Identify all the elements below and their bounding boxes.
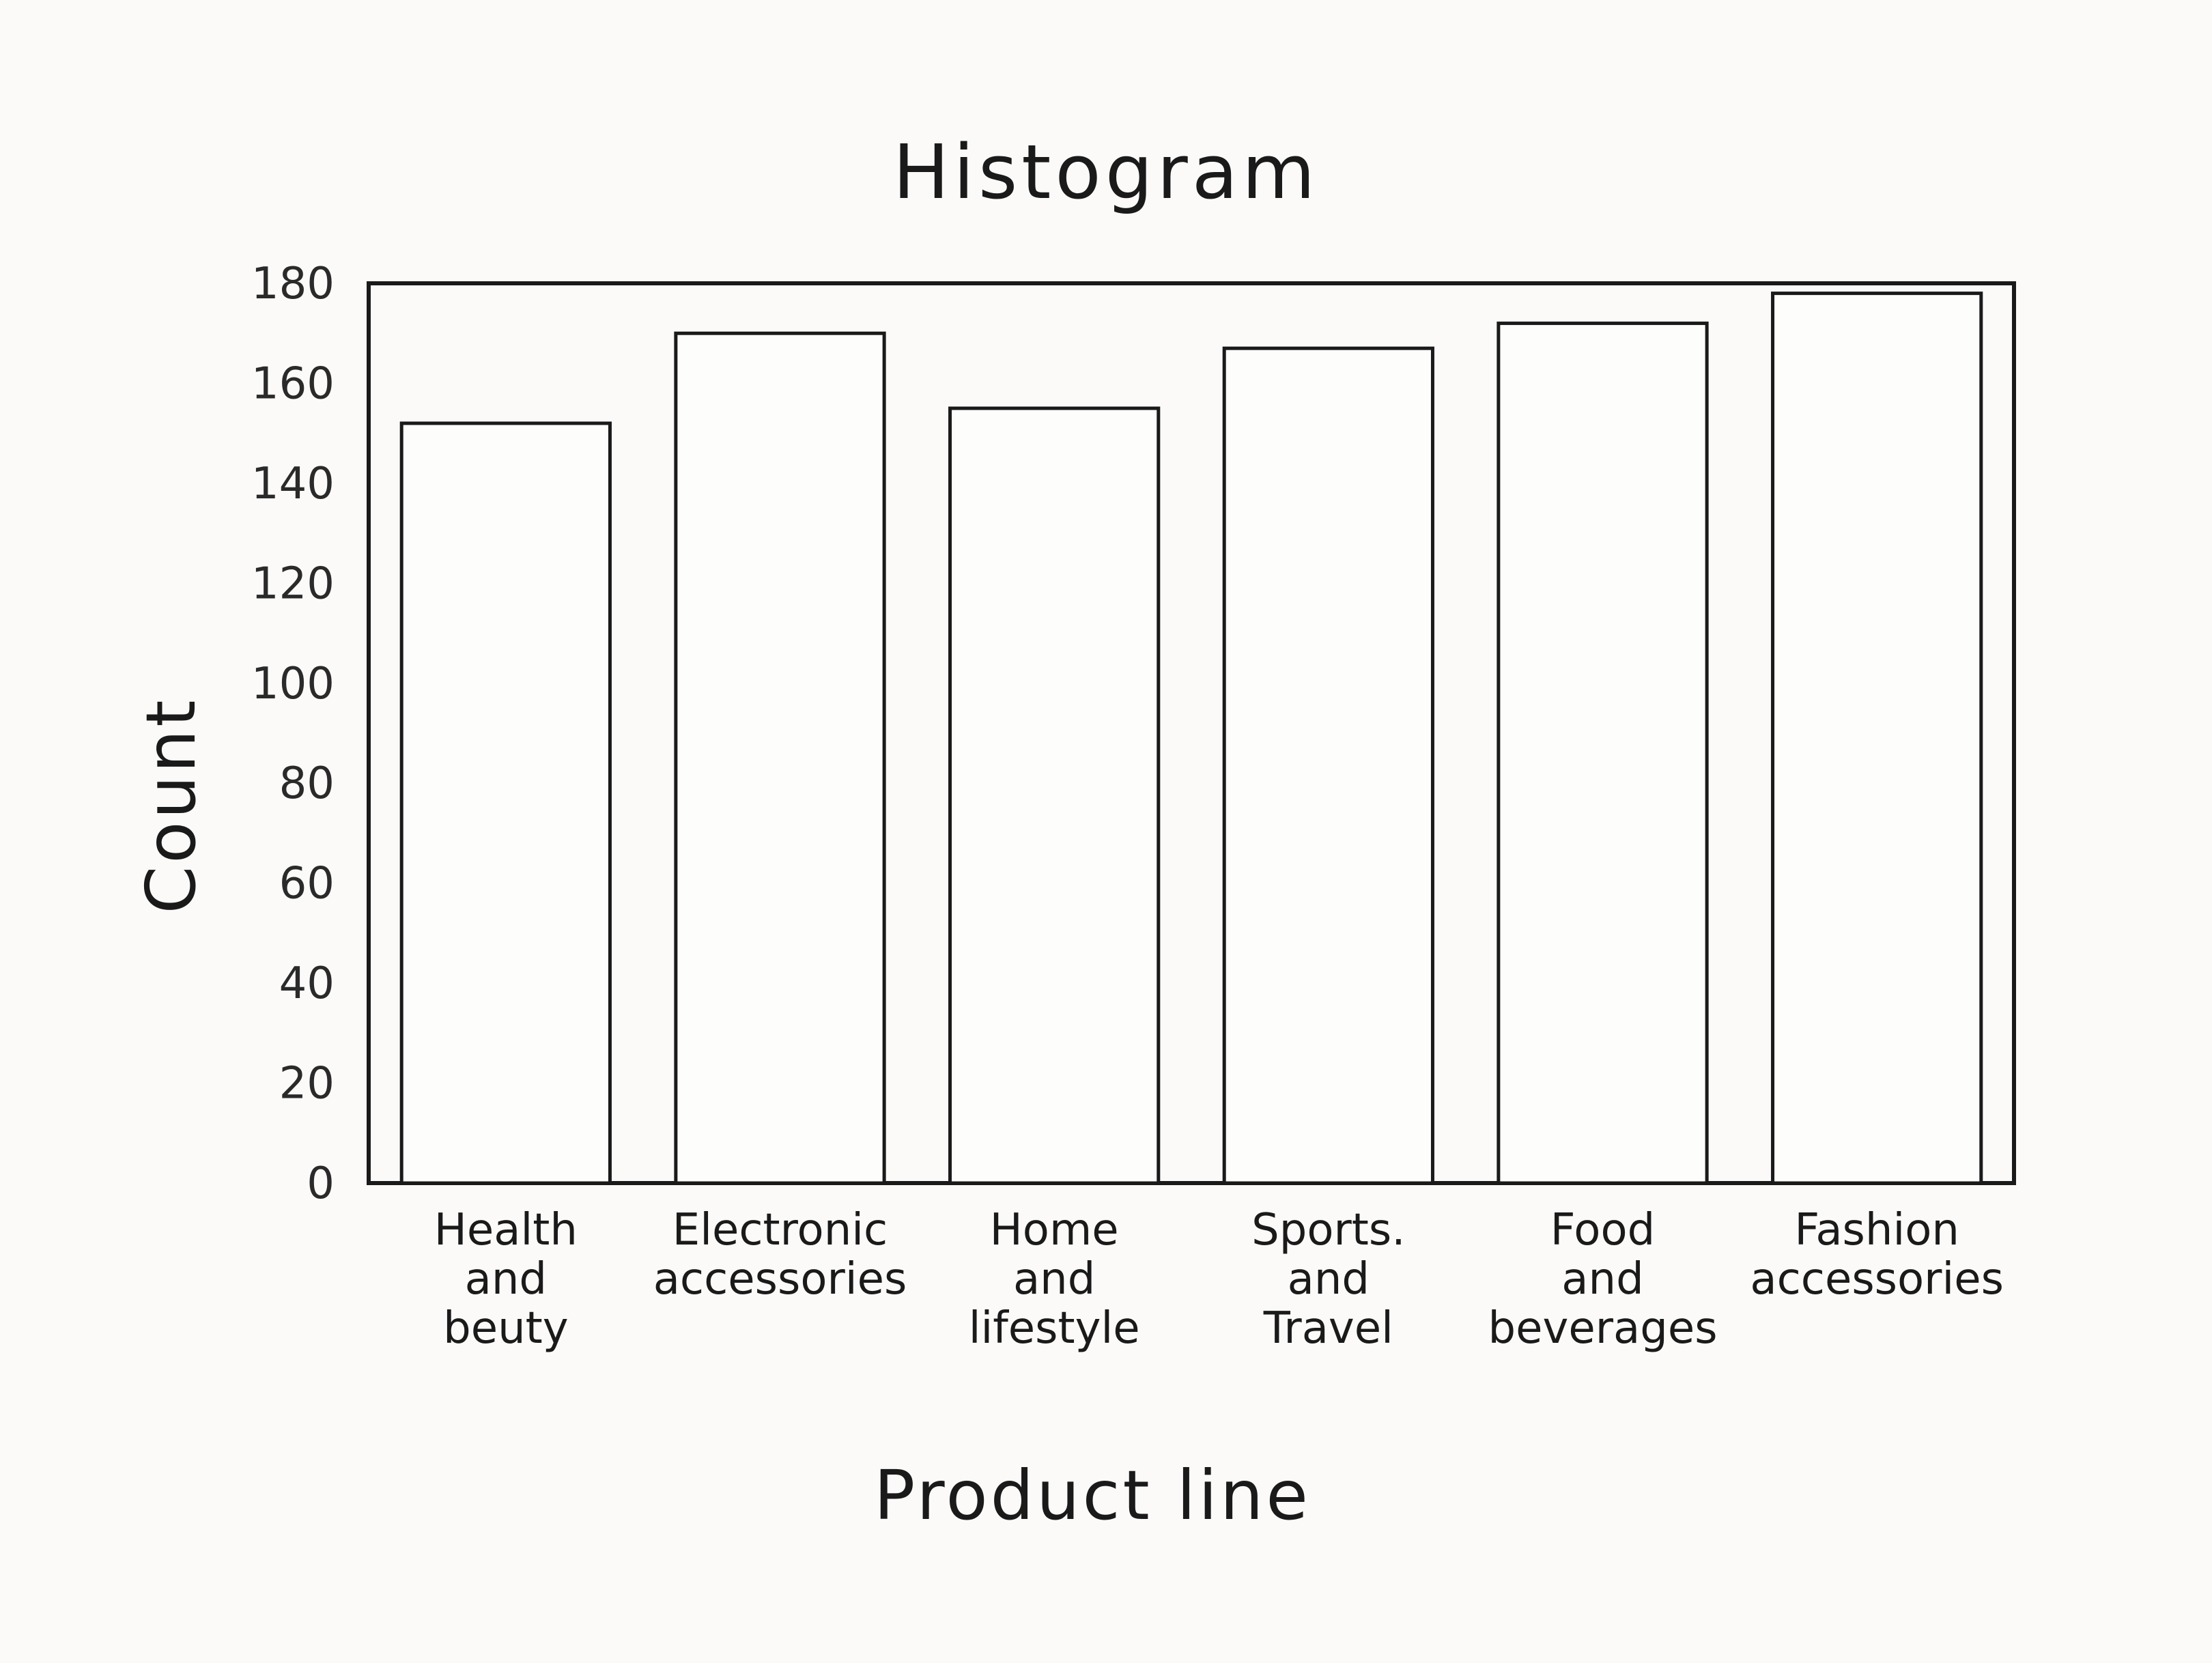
category-label: Health and beuty bbox=[434, 1205, 578, 1354]
category-label-line: Travel bbox=[1263, 1303, 1393, 1354]
category-label-line: lifestyle bbox=[969, 1303, 1140, 1354]
chart-title: Histogram bbox=[893, 128, 1320, 216]
category-label-line: and bbox=[1288, 1254, 1370, 1305]
y-tick-label: 40 bbox=[279, 958, 335, 1009]
category-label-line: beuty bbox=[443, 1303, 569, 1354]
bar bbox=[1771, 292, 1983, 1185]
bar bbox=[399, 421, 612, 1185]
category-label: Home and lifestyle bbox=[969, 1205, 1140, 1354]
category-label: Fashion accessories bbox=[1750, 1205, 2004, 1305]
category-label-line: accessories bbox=[653, 1254, 907, 1305]
y-tick-label: 120 bbox=[251, 558, 335, 609]
y-tick-label: 140 bbox=[251, 459, 335, 509]
y-tick-label: 0 bbox=[307, 1159, 335, 1209]
category-label: Food and beverages bbox=[1488, 1205, 1717, 1354]
y-tick-label: 180 bbox=[251, 259, 335, 309]
bar bbox=[1222, 346, 1434, 1185]
bar bbox=[948, 406, 1161, 1185]
category-label-line: and bbox=[465, 1254, 547, 1305]
x-axis-label: Product line bbox=[874, 1455, 1311, 1535]
y-tick-label: 60 bbox=[279, 859, 335, 909]
y-tick-label: 80 bbox=[279, 758, 335, 809]
category-label-line: Food bbox=[1550, 1205, 1655, 1255]
category-label-line: and bbox=[1013, 1254, 1095, 1305]
bar bbox=[674, 331, 886, 1185]
category-label-line: Home bbox=[990, 1205, 1119, 1255]
category-label-line: and bbox=[1561, 1254, 1643, 1305]
category-label-line: Electronic bbox=[672, 1205, 888, 1255]
bars bbox=[399, 292, 1983, 1185]
y-axis-label: Count bbox=[131, 698, 211, 914]
y-tick-labels: 0 20 40 60 80 100 120 140 160 180 bbox=[251, 259, 335, 1209]
category-label-line: Sports. bbox=[1251, 1205, 1406, 1255]
category-label-line: Fashion bbox=[1794, 1205, 1959, 1255]
category-label-line: Health bbox=[434, 1205, 578, 1255]
category-label: Electronic accessories bbox=[653, 1205, 907, 1305]
plot-frame bbox=[367, 281, 2016, 1185]
category-label: Sports. and Travel bbox=[1251, 1205, 1406, 1354]
y-tick-label: 100 bbox=[251, 659, 335, 709]
y-tick-label: 20 bbox=[279, 1059, 335, 1109]
bar bbox=[1497, 322, 1709, 1185]
y-tick-label: 160 bbox=[251, 358, 335, 409]
category-label-line: accessories bbox=[1750, 1254, 2004, 1305]
category-label-line: beverages bbox=[1488, 1303, 1717, 1354]
